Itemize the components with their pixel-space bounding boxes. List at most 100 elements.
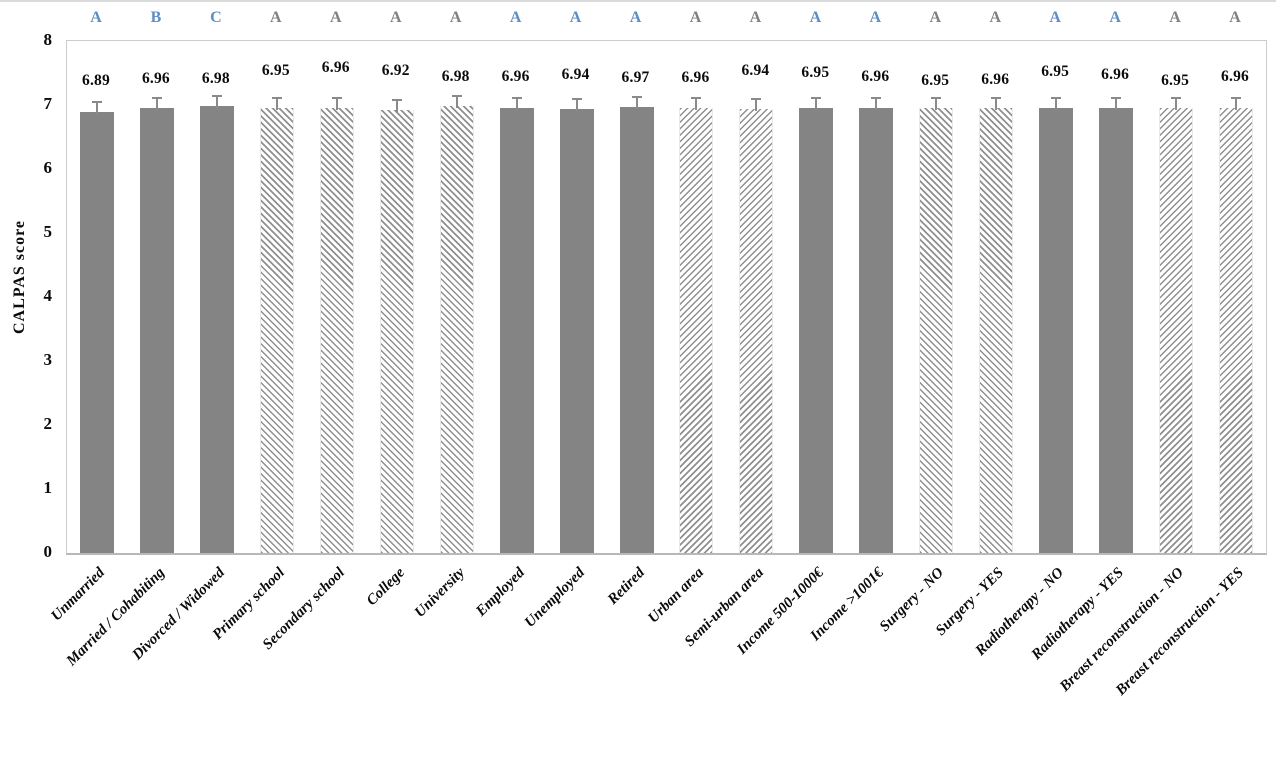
significance-letter: A [989,9,1001,26]
significance-letter: A [749,9,762,26]
significance-letter: B [150,9,162,26]
significance-letter: A [689,9,702,26]
bar [679,107,714,553]
bar-value-label: 6.98 [441,68,470,85]
bar-value-label: 6.97 [621,69,650,86]
bar [799,108,834,553]
error-bar-line [1235,96,1238,110]
error-bar-cap [691,96,702,99]
error-bar-cap [331,96,342,99]
bar [439,106,474,553]
y-axis-tick-label: 7 [43,94,53,113]
y-axis-tick-label: 5 [43,222,53,241]
error-bar-line [335,96,338,110]
error-bar-cap [1111,96,1122,99]
significance-letter: A [869,9,882,26]
error-bar-line [1175,97,1178,111]
bar-value-label: 6.96 [141,70,170,87]
significance-letter: A [449,9,462,26]
significance-letter: A [329,9,342,26]
bar-value-label: 6.96 [861,68,890,85]
bar [739,108,774,553]
y-axis-tick-label: 4 [43,286,53,305]
error-bar-cap [91,101,102,104]
significance-letter: A [1229,9,1241,26]
error-bar-cap [451,95,462,98]
error-bar-line [215,95,218,109]
error-bar-line [155,96,158,110]
bar [979,107,1014,553]
bar-value-label: 6.96 [1221,68,1249,85]
error-bar-cap [1231,96,1242,99]
error-bar-cap [1171,97,1182,100]
bar-value-label: 6.95 [801,64,830,81]
significance-letter: A [1169,9,1181,26]
significance-letter: A [389,9,402,26]
error-bar-cap [871,96,882,99]
error-bar-cap [631,95,642,98]
bar-value-label: 6.95 [921,72,950,89]
bar [499,107,534,553]
error-bar-line [695,96,698,110]
bar-value-label: 6.96 [981,71,1010,88]
y-axis-tick-label: 0 [43,542,53,561]
error-bar-cap [751,97,762,100]
bar [1039,108,1074,553]
y-axis-tick-label: 3 [43,350,53,369]
significance-letter: A [929,9,942,26]
bar [619,106,654,553]
bar [319,107,354,553]
significance-letter: A [1109,9,1121,26]
significance-letter: A [569,9,582,26]
error-bar-cap [991,96,1002,99]
significance-letter: A [509,9,522,26]
error-bar-line [95,101,98,115]
error-bar-line [995,96,998,110]
bar-value-label: 6.95 [261,62,290,79]
error-bar-line [935,97,938,111]
error-bar-cap [931,97,942,100]
significance-letter: A [1049,9,1061,26]
y-axis-tick-label: 8 [43,30,53,49]
bar [1219,107,1254,553]
bar-value-label: 6.94 [741,62,770,79]
y-axis-tick-label: 1 [43,478,53,497]
bar [559,108,594,553]
error-bar-line [875,96,878,110]
bar-value-label: 6.89 [82,72,110,89]
bar [919,108,954,553]
bar-value-label: 6.95 [1161,72,1190,89]
bar [379,110,414,553]
bar [199,106,234,553]
bar-value-label: 6.94 [561,66,590,83]
y-axis-tick-label: 6 [43,158,53,177]
error-bar-line [1055,97,1058,111]
error-bar-cap [811,97,822,100]
bar-value-label: 6.98 [201,70,230,87]
bar [1159,108,1194,553]
bar-value-label: 6.96 [1101,66,1130,83]
bar [859,107,894,553]
error-bar-line [755,97,758,111]
bar-value-label: 6.92 [381,62,410,79]
significance-letter: A [90,9,102,26]
error-bar-cap [511,96,522,99]
error-bar-line [575,97,578,111]
significance-letter: A [809,9,822,26]
error-bar-line [815,97,818,111]
error-bar-cap [571,97,582,100]
error-bar-cap [211,95,222,98]
error-bar-cap [1051,97,1062,100]
bar-value-label: 6.95 [1041,63,1070,80]
y-axis-tick-label: 2 [43,414,53,433]
error-bar-line [1115,96,1118,110]
bar-value-label: 6.96 [321,59,350,76]
significance-letter: A [629,9,642,26]
error-bar-line [455,95,458,109]
error-bar-line [395,99,398,113]
significance-letter: C [210,9,222,26]
error-bar-cap [151,96,162,99]
error-bar-line [515,96,518,110]
error-bar-cap [391,99,402,102]
